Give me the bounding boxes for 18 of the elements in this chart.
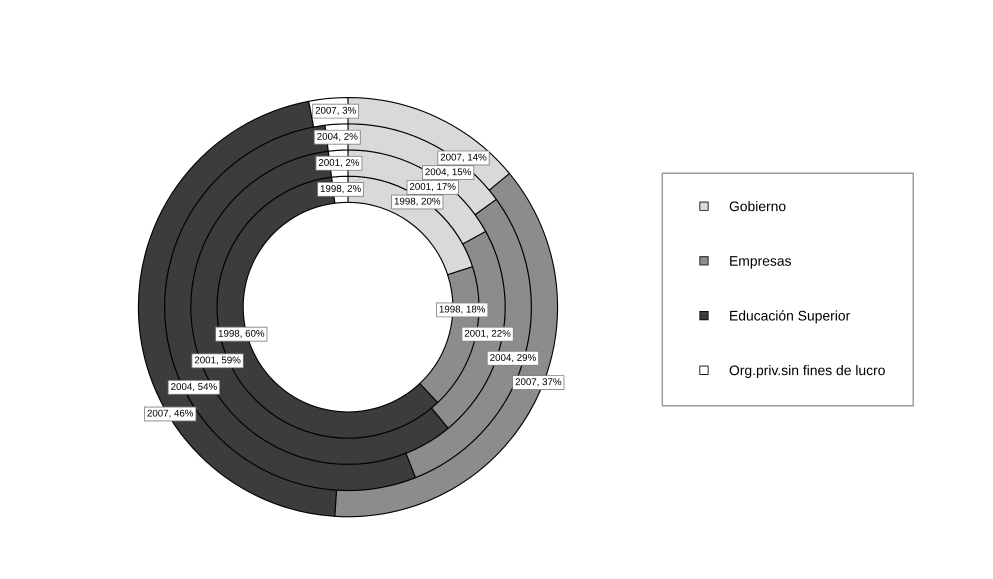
data-label: 1998, 18% [440,306,486,314]
data-label: 2001, 59% [194,356,241,365]
legend-label: Educación Superior [730,310,850,324]
data-label: 2007, 37% [516,378,562,386]
data-label: 2001, 17% [410,183,456,192]
data-label: 2001, 2% [318,159,360,168]
data-label: 2004, 15% [425,168,471,176]
data-label: 2001, 22% [464,330,510,338]
data-label: 1998, 20% [394,198,440,206]
data-label: 2007, 14% [440,154,486,162]
data-label: 1998, 60% [218,330,264,338]
data-label: 2004, 29% [490,354,536,362]
data-label: 2007, 46% [147,410,194,418]
legend-label: Empresas [730,256,792,269]
legend-label: Gobierno [730,201,786,212]
legend-label: Org.priv.sin fines de lucro [730,365,885,378]
data-label: 2004, 2% [317,132,358,141]
data-label: 2004, 54% [171,383,217,392]
